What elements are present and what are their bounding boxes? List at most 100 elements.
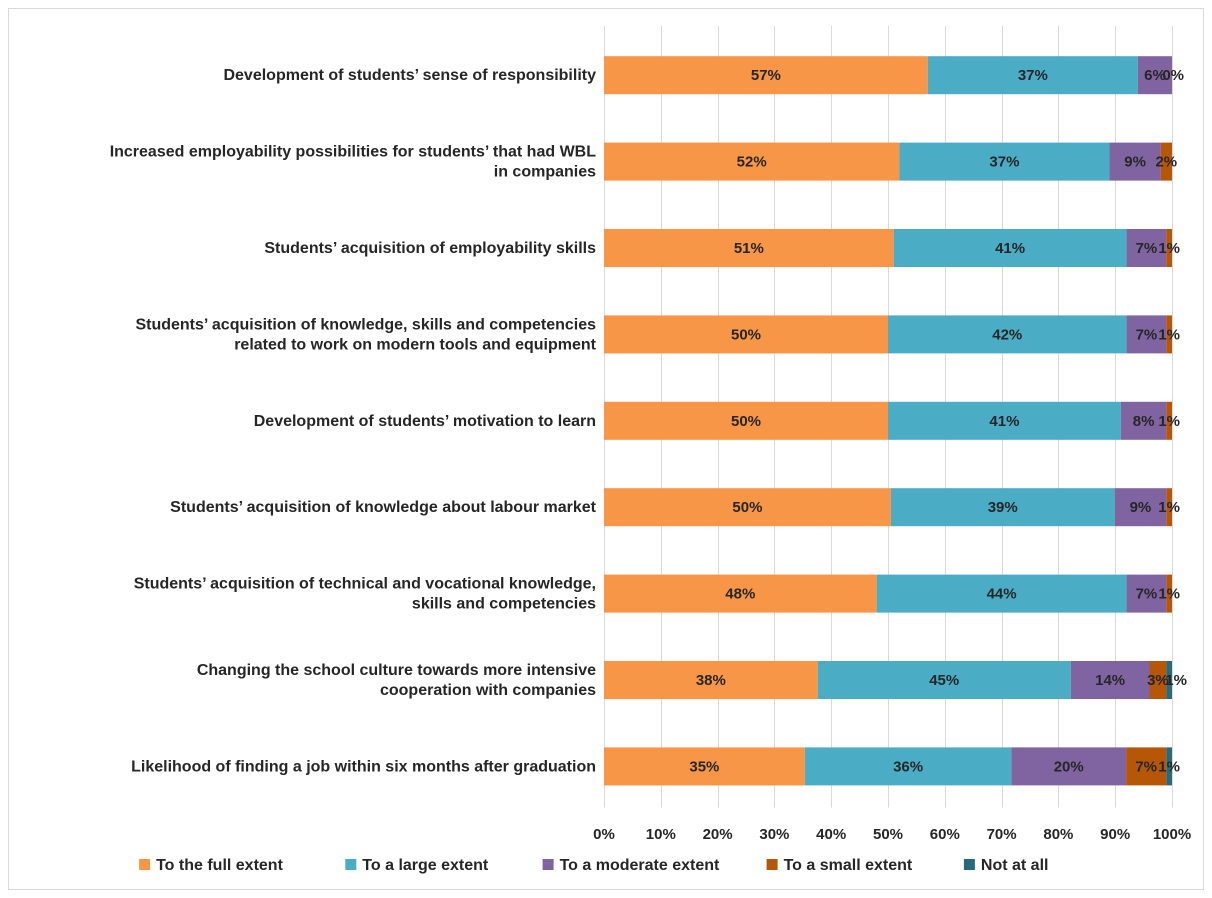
data-label: 8% (1133, 413, 1155, 430)
category-label: Students’ acquisition of knowledge about… (170, 499, 597, 516)
legend-label-to-a-moderate-extent: To a moderate extent (560, 857, 720, 874)
data-label: 7% (1136, 240, 1158, 257)
bar-to-a-moderate-extent (1137, 56, 1172, 95)
data-label: 3% (1147, 672, 1169, 689)
bar-to-the-full-extent (604, 661, 818, 699)
bar-to-a-large-extent (817, 661, 1071, 699)
bar-to-a-small-extent (1166, 488, 1172, 527)
bar-to-the-full-extent (604, 229, 894, 267)
legend-label-to-a-small-extent: To a small extent (784, 857, 913, 874)
legend-swatch-to-a-small-extent (766, 859, 778, 870)
data-label: 1% (1158, 758, 1180, 775)
category-label: related to work on modern tools and equi… (234, 336, 596, 353)
data-label: 37% (989, 154, 1019, 171)
bar-to-a-moderate-extent (1114, 488, 1167, 527)
legend: To the full extent To a large extent To a … (139, 857, 1048, 874)
category-label: Likelihood of finding a job within six m… (131, 758, 596, 775)
bar-to-a-large-extent (804, 747, 1012, 786)
data-label: 50% (731, 326, 761, 343)
data-label: 6% (1144, 67, 1166, 84)
data-label: 51% (734, 240, 764, 257)
legend-swatch-not-at-all (963, 859, 975, 870)
bar-to-the-full-extent (604, 747, 805, 786)
category-label: Students’ acquisition of employability s… (264, 240, 596, 257)
data-label: 42% (992, 326, 1022, 343)
data-label: 7% (1135, 758, 1157, 775)
bar-to-the-full-extent (604, 142, 900, 181)
bar-to-the-full-extent (604, 488, 891, 527)
legend-swatch-to-a-moderate-extent (542, 859, 554, 870)
bars (604, 56, 1172, 786)
data-label: 57% (751, 67, 781, 84)
bar-to-a-moderate-extent (1070, 661, 1150, 699)
bar-to-a-small-extent (1166, 229, 1172, 267)
data-label: 50% (731, 413, 761, 430)
data-label: 7% (1136, 326, 1158, 343)
legend-label-to-a-large-extent: To a large extent (362, 857, 489, 874)
x-tick-label: 10% (646, 826, 676, 843)
bar-to-a-moderate-extent (1120, 401, 1167, 440)
bar-to-a-large-extent (893, 229, 1127, 267)
bar-not-at-all (1166, 747, 1172, 786)
bar-to-a-small-extent (1166, 315, 1172, 354)
bar-to-the-full-extent (604, 574, 877, 613)
bar-to-a-large-extent (888, 401, 1121, 440)
data-label: 39% (988, 499, 1018, 516)
data-label: 1% (1158, 413, 1180, 430)
bar-to-the-full-extent (604, 315, 888, 354)
x-tick-label: 70% (987, 826, 1017, 843)
x-tick-label: 30% (759, 826, 789, 843)
bar-to-a-large-extent (890, 488, 1115, 527)
data-label: 1% (1158, 499, 1180, 516)
data-label: 36% (893, 758, 923, 775)
bar-to-a-moderate-extent (1011, 747, 1127, 786)
bar-to-a-small-extent (1166, 401, 1172, 440)
legend-label-to-the-full-extent: To the full extent (156, 857, 283, 874)
data-label: 9% (1130, 499, 1152, 516)
category-label: Development of students’ motivation to l… (254, 413, 596, 430)
x-tick-label: 50% (873, 826, 903, 843)
legend-label-not-at-all: Not at all (981, 857, 1049, 874)
legend-swatch-to-the-full-extent (139, 859, 151, 870)
x-tick-label: 100% (1153, 826, 1191, 843)
bar-to-a-large-extent (927, 56, 1138, 95)
bar-to-a-small-extent (1160, 142, 1172, 181)
x-tick-label: 80% (1043, 826, 1073, 843)
category-label: Students’ acquisition of technical and v… (134, 576, 596, 593)
data-label: 48% (725, 586, 755, 603)
bar-to-a-small-extent (1149, 661, 1167, 699)
data-label: 41% (995, 240, 1025, 257)
data-label: 44% (987, 586, 1017, 603)
data-label: 14% (1095, 672, 1125, 689)
data-label: 2% (1155, 154, 1177, 171)
category-label: Students’ acquisition of knowledge, skil… (135, 316, 596, 333)
category-label: in companies (494, 164, 596, 181)
bar-to-the-full-extent (604, 56, 928, 95)
category-label: cooperation with companies (380, 682, 596, 699)
data-label: 7% (1136, 586, 1158, 603)
category-label: Increased employability possibilities fo… (110, 144, 597, 161)
data-label: 38% (696, 672, 726, 689)
x-tick-label: 90% (1100, 826, 1130, 843)
data-label: 9% (1124, 154, 1146, 171)
bar-to-a-large-extent (876, 574, 1127, 613)
data-label: 1% (1158, 586, 1180, 603)
bar-to-a-moderate-extent (1126, 574, 1167, 613)
category-label: Changing the school culture towards more… (197, 662, 596, 679)
data-label: 20% (1054, 758, 1084, 775)
x-tick-label: 60% (930, 826, 960, 843)
data-label: 35% (689, 758, 719, 775)
x-tick-label: 0% (593, 826, 615, 843)
bar-to-a-large-extent (888, 315, 1127, 354)
data-label: 37% (1018, 67, 1048, 84)
x-tick-label: 20% (703, 826, 733, 843)
bar-to-a-moderate-extent (1126, 315, 1167, 354)
category-label: Development of students’ sense of respon… (223, 67, 596, 84)
data-label: 41% (989, 413, 1019, 430)
bar-to-a-moderate-extent (1126, 229, 1167, 267)
data-label: 0% (1162, 67, 1184, 84)
data-label: 1% (1165, 672, 1187, 689)
category-label: skills and competencies (412, 596, 596, 613)
bar-to-a-moderate-extent (1109, 142, 1161, 181)
